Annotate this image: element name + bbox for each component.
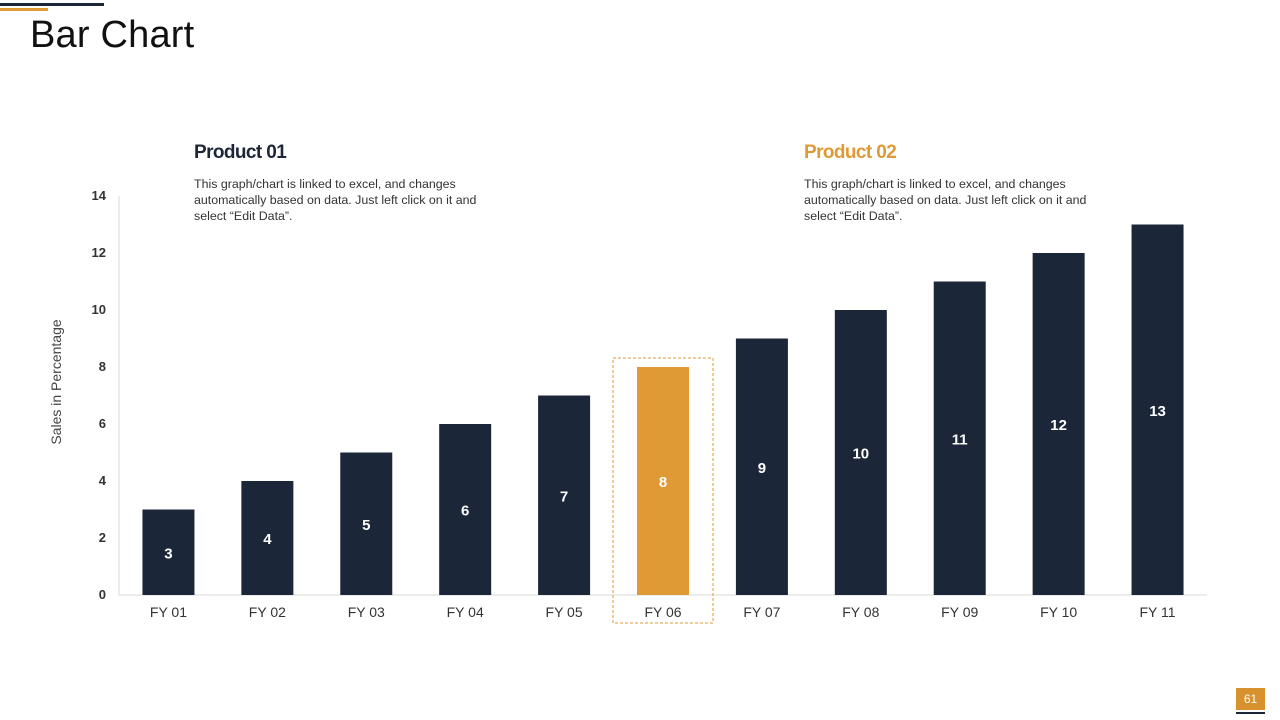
product-01-description: This graph/chart is linked to excel, and…	[194, 177, 477, 223]
x-tick-label: FY 05	[546, 604, 583, 620]
x-tick-label: FY 11	[1140, 604, 1176, 620]
bar	[439, 424, 492, 595]
y-tick-label: 4	[99, 473, 107, 488]
page-number: 61	[1236, 688, 1265, 710]
bar-value-label: 3	[164, 545, 172, 562]
x-tick-label: FY 02	[249, 604, 286, 620]
y-tick-label: 12	[92, 245, 106, 260]
bar	[241, 481, 294, 595]
product-02-description: This graph/chart is linked to excel, and…	[804, 177, 1087, 223]
product-01-title: Product 01	[194, 142, 287, 163]
bar-value-label: 10	[852, 446, 869, 463]
page-title: Bar Chart	[30, 14, 195, 56]
x-tick-label: FY 10	[1040, 604, 1077, 620]
bar	[834, 310, 887, 595]
bar-value-label: 4	[263, 531, 272, 548]
bar-value-label: 9	[758, 460, 766, 477]
y-tick-label: 6	[99, 416, 106, 431]
x-tick-label: FY 06	[644, 604, 681, 620]
bar-value-label: 7	[560, 488, 568, 505]
title-accent-line	[0, 3, 104, 6]
bar	[637, 367, 689, 595]
y-axis-label: Sales in Percentage	[48, 319, 64, 445]
y-tick-label: 10	[92, 302, 106, 317]
title-accent-line-gold	[0, 8, 48, 11]
bar-value-label: 13	[1149, 403, 1166, 420]
bar	[735, 338, 788, 595]
y-tick-label: 2	[99, 530, 106, 545]
highlight-frame	[612, 357, 714, 624]
x-tick-label: FY 01	[150, 604, 187, 620]
page-number-underline	[1236, 712, 1265, 714]
bar	[1032, 253, 1085, 595]
bar-value-label: 6	[461, 503, 469, 520]
product-02-title: Product 02	[804, 142, 897, 163]
product-01-block: Product 01 This graph/chart is linked to…	[194, 142, 494, 224]
bar	[538, 395, 591, 595]
bar	[933, 281, 986, 595]
bar-value-label: 8	[659, 474, 667, 491]
bar-value-label: 5	[362, 517, 370, 534]
bar-value-label: 12	[1050, 417, 1067, 434]
x-tick-label: FY 08	[842, 604, 879, 620]
bar	[1131, 224, 1184, 595]
y-tick-label: 14	[92, 188, 107, 203]
x-tick-label: FY 07	[743, 604, 780, 620]
bar	[340, 452, 393, 595]
product-02-block: Product 02 This graph/chart is linked to…	[804, 142, 1104, 224]
x-tick-label: FY 09	[941, 604, 978, 620]
x-tick-label: FY 04	[447, 604, 484, 620]
y-tick-label: 8	[99, 359, 106, 374]
y-tick-label: 0	[99, 587, 106, 602]
x-tick-label: FY 03	[348, 604, 385, 620]
bar-value-label: 11	[952, 431, 968, 448]
bar	[142, 509, 195, 595]
